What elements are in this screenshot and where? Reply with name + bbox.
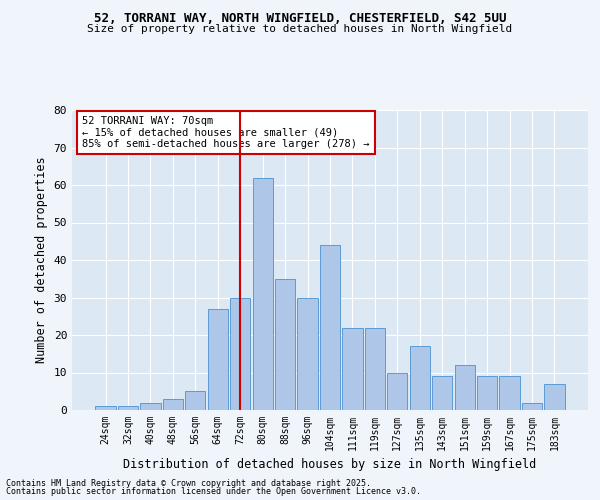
Bar [410, 346, 430, 410]
Bar [298, 298, 317, 410]
Bar [320, 245, 340, 410]
Bar [544, 384, 565, 410]
Bar [253, 178, 273, 410]
Bar [477, 376, 497, 410]
Bar [163, 399, 183, 410]
Bar [275, 279, 295, 410]
Text: Size of property relative to detached houses in North Wingfield: Size of property relative to detached ho… [88, 24, 512, 34]
Bar [365, 328, 385, 410]
Bar [140, 402, 161, 410]
Bar [230, 298, 250, 410]
Bar [455, 365, 475, 410]
Bar [432, 376, 452, 410]
Text: Contains public sector information licensed under the Open Government Licence v3: Contains public sector information licen… [6, 487, 421, 496]
X-axis label: Distribution of detached houses by size in North Wingfield: Distribution of detached houses by size … [124, 458, 536, 471]
Bar [522, 402, 542, 410]
Bar [185, 391, 205, 410]
Text: 52 TORRANI WAY: 70sqm
← 15% of detached houses are smaller (49)
85% of semi-deta: 52 TORRANI WAY: 70sqm ← 15% of detached … [82, 116, 370, 149]
Bar [95, 406, 116, 410]
Bar [208, 308, 228, 410]
Text: 52, TORRANI WAY, NORTH WINGFIELD, CHESTERFIELD, S42 5UU: 52, TORRANI WAY, NORTH WINGFIELD, CHESTE… [94, 12, 506, 26]
Y-axis label: Number of detached properties: Number of detached properties [35, 156, 48, 364]
Bar [343, 328, 362, 410]
Bar [118, 406, 138, 410]
Bar [499, 376, 520, 410]
Text: Contains HM Land Registry data © Crown copyright and database right 2025.: Contains HM Land Registry data © Crown c… [6, 478, 371, 488]
Bar [387, 372, 407, 410]
